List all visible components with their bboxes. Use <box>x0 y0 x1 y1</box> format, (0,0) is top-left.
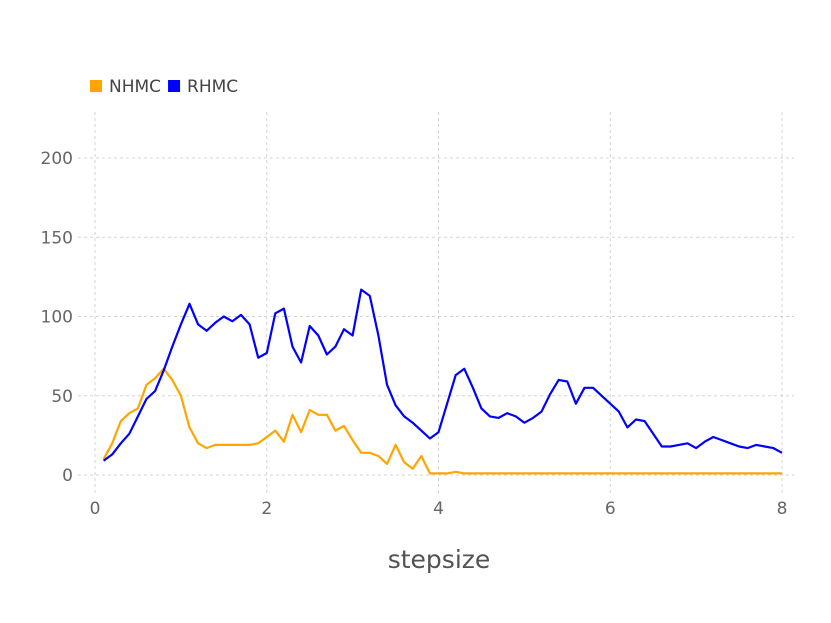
series-line-nhmc <box>102 367 782 475</box>
x-tick-label: 2 <box>261 499 272 519</box>
legend-swatch-nhmc <box>90 80 102 92</box>
y-tick-label: 50 <box>51 387 73 407</box>
series-group <box>102 288 783 475</box>
legend: NHMC RHMC <box>90 77 238 97</box>
x-axis-ticks: 0 2 4 6 8 <box>90 499 788 519</box>
y-tick-label: 200 <box>41 149 73 169</box>
x-tick-label: 4 <box>433 499 444 519</box>
series-line-rhmc <box>102 288 783 462</box>
legend-label-rhmc: RHMC <box>187 77 238 97</box>
grid <box>78 112 794 493</box>
x-tick-label: 8 <box>777 499 788 519</box>
legend-swatch-rhmc <box>168 80 181 92</box>
y-tick-label: 100 <box>41 308 73 328</box>
x-tick-label: 0 <box>90 499 101 519</box>
x-axis-label: stepsize <box>388 545 491 574</box>
y-tick-label: 150 <box>41 228 73 248</box>
y-tick-label: 0 <box>62 466 73 486</box>
legend-label-nhmc: NHMC <box>109 77 161 97</box>
x-tick-label: 6 <box>605 499 616 519</box>
y-axis-ticks: 0 50 100 150 200 <box>41 149 73 486</box>
